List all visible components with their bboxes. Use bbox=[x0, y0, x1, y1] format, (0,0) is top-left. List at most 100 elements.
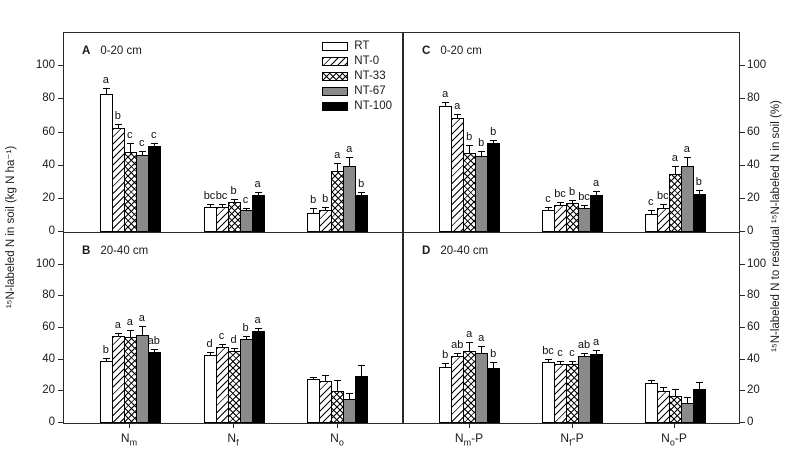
error-bar-line bbox=[221, 345, 223, 348]
bar-C-2-NT-100 bbox=[692, 194, 706, 232]
y-tick-label: 0 bbox=[48, 416, 55, 428]
error-bar-line bbox=[233, 200, 235, 203]
sig-letter: b bbox=[478, 137, 485, 149]
y-tick bbox=[740, 295, 745, 296]
sig-letter: a bbox=[126, 316, 133, 328]
y-tick-label: 60 bbox=[42, 321, 55, 333]
error-bar-line bbox=[209, 205, 211, 208]
y-tick bbox=[740, 165, 745, 166]
error-bar-line bbox=[493, 141, 495, 144]
y-tick bbox=[740, 65, 745, 66]
bar-A-2-NT-100 bbox=[355, 195, 369, 232]
error-bar-cap bbox=[581, 205, 588, 206]
y-tick-label: 40 bbox=[42, 353, 55, 365]
error-bar-cap bbox=[695, 190, 703, 191]
error-bar-cap bbox=[683, 157, 691, 158]
bar-B-0-NT-0 bbox=[111, 336, 125, 423]
sig-letter: b bbox=[358, 178, 365, 190]
error-bar-cap bbox=[346, 157, 354, 158]
error-bar-line bbox=[650, 211, 652, 215]
bar-group-D-1: bc c c ab a bbox=[542, 233, 603, 423]
sig-letter: b bbox=[322, 193, 329, 205]
sig-letter: a bbox=[671, 152, 678, 164]
legend-swatch-NT-100 bbox=[322, 102, 349, 111]
error-bar-line bbox=[337, 381, 339, 392]
sig-letter: b bbox=[466, 131, 473, 143]
sig-letter: d bbox=[230, 334, 237, 346]
sig-letter: c bbox=[151, 129, 157, 141]
error-bar-line bbox=[674, 390, 676, 397]
x-tick bbox=[337, 424, 338, 428]
y-tick-label: 100 bbox=[35, 258, 55, 270]
legend-swatch-NT-0 bbox=[322, 57, 349, 66]
error-bar-cap bbox=[346, 393, 354, 394]
y-tick-label: 40 bbox=[747, 353, 760, 365]
sig-letter: ab bbox=[147, 335, 160, 347]
sig-letter: a bbox=[683, 143, 690, 155]
legend-label-NT-100: NT-100 bbox=[354, 100, 392, 112]
error-bar-line bbox=[141, 327, 143, 336]
legend-item-NT-33: NT-33 bbox=[322, 69, 392, 84]
error-bar-line bbox=[245, 337, 247, 340]
sig-letter: b bbox=[310, 194, 317, 206]
error-bar-line bbox=[698, 383, 700, 390]
bar-C-0-NT-100 bbox=[487, 143, 501, 232]
legend-item-RT: RT bbox=[322, 39, 392, 54]
y-tick bbox=[58, 359, 63, 360]
sig-letter: c bbox=[545, 193, 551, 205]
error-bar-cap bbox=[206, 204, 214, 205]
y-tick-label: 80 bbox=[42, 289, 55, 301]
bar-group-C-2: c bc a a b bbox=[644, 33, 706, 232]
sig-letter: a bbox=[346, 143, 353, 155]
y-tick-label: 40 bbox=[747, 159, 760, 171]
y-tick bbox=[740, 132, 745, 133]
legend-swatch-RT bbox=[322, 42, 349, 51]
sig-letter: ab bbox=[577, 339, 591, 351]
error-bar-line bbox=[129, 331, 131, 338]
panel-letter-A: A bbox=[82, 45, 91, 57]
error-bar-line bbox=[257, 193, 259, 196]
error-bar-line bbox=[209, 353, 211, 356]
error-bar-line bbox=[105, 89, 107, 95]
error-bar-cap bbox=[230, 199, 238, 200]
y-tick-label: 0 bbox=[747, 225, 754, 237]
bar-A-1-NT-0 bbox=[215, 207, 229, 232]
error-bar-line bbox=[650, 381, 652, 384]
error-bar-cap bbox=[490, 362, 498, 363]
panel-depth-B: 20-40 cm bbox=[100, 245, 149, 257]
sig-letter: bc bbox=[215, 190, 228, 202]
error-bar-line bbox=[129, 144, 131, 153]
panel-letter-C: C bbox=[422, 45, 431, 57]
error-bar-cap bbox=[150, 143, 158, 144]
error-bar-cap bbox=[545, 359, 552, 360]
error-bar-line bbox=[662, 205, 664, 209]
error-bar-line bbox=[481, 152, 483, 157]
left-y-axis-title: ¹⁵N-labeled N in soil (kg N ha⁻¹) bbox=[5, 145, 17, 309]
panel-D: D 20-40 cm b ab a a b bc c c ab a bbox=[404, 233, 739, 423]
error-bar-line bbox=[141, 152, 143, 156]
sig-letter: bc bbox=[203, 190, 216, 202]
y-tick-label: 20 bbox=[747, 192, 760, 204]
panel-letter-B: B bbox=[82, 245, 91, 257]
y-tick-label: 60 bbox=[747, 126, 760, 138]
error-bar-cap bbox=[466, 145, 474, 146]
error-bar-line bbox=[686, 398, 688, 404]
y-tick bbox=[740, 264, 745, 265]
sig-letter: a bbox=[138, 312, 145, 324]
panel-letter-D: D bbox=[422, 245, 431, 257]
error-bar-cap bbox=[659, 387, 667, 388]
error-bar-cap bbox=[358, 192, 366, 193]
error-bar-cap bbox=[671, 166, 679, 167]
y-tick bbox=[58, 198, 63, 199]
legend-swatch-NT-33 bbox=[322, 72, 349, 81]
x-category-label: Nf bbox=[227, 431, 239, 448]
sig-letter: c bbox=[218, 330, 225, 342]
error-bar-cap bbox=[593, 191, 600, 192]
bar-D-0-NT-100 bbox=[487, 368, 501, 423]
legend: RT NT-0 NT-33 NT-67 NT-100 bbox=[322, 39, 392, 114]
sig-letter: b bbox=[230, 185, 237, 197]
y-tick bbox=[58, 422, 63, 423]
error-bar-line bbox=[233, 349, 235, 352]
